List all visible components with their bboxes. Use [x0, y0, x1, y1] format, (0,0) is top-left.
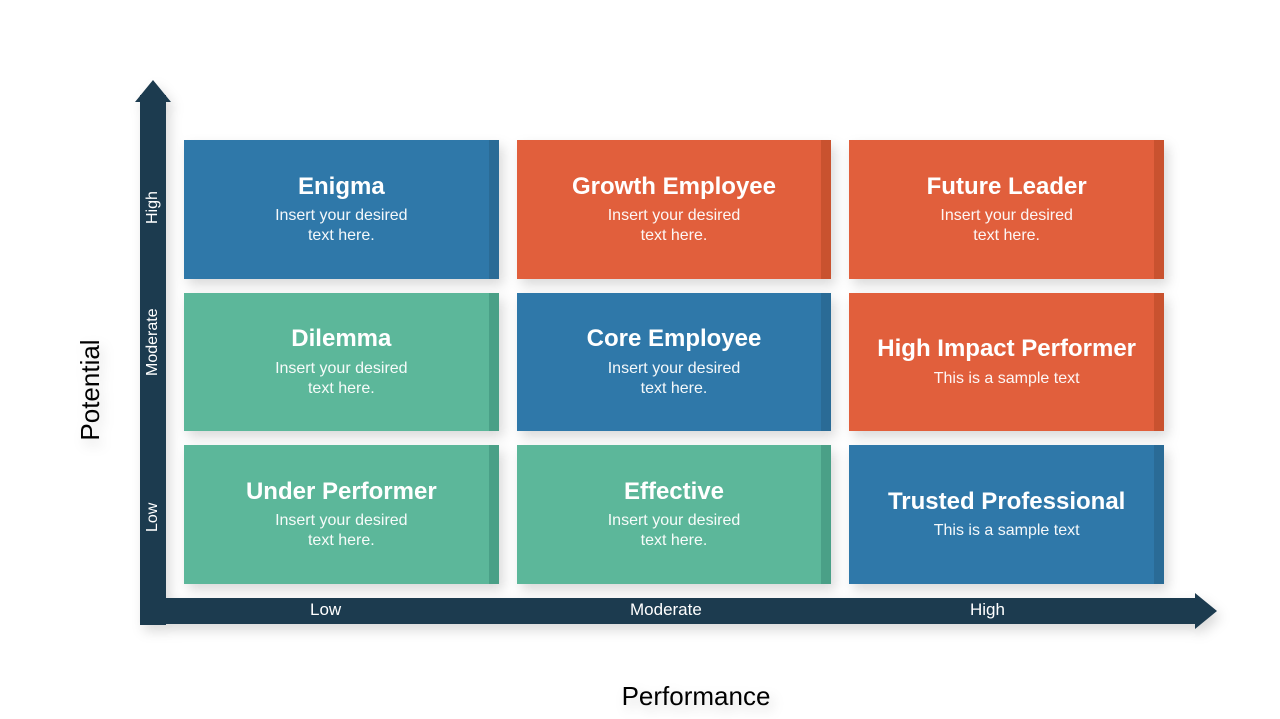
y-axis-label: Potential	[75, 339, 106, 440]
x-axis-arrow-icon	[1195, 593, 1217, 629]
cell-edge	[1154, 140, 1164, 279]
cell-title: Dilemma	[291, 325, 391, 353]
cell-title: Trusted Professional	[888, 488, 1125, 516]
cell-future-leader: Future Leader Insert your desired text h…	[849, 140, 1164, 279]
cell-edge	[489, 293, 499, 432]
cell-subtext: This is a sample text	[934, 369, 1080, 389]
nine-box-matrix: Potential Performance High Moderate Low …	[80, 110, 1200, 670]
cell-dilemma: Dilemma Insert your desired text here.	[184, 293, 499, 432]
y-tick-low: Low	[144, 506, 162, 532]
x-tick-high: High	[970, 600, 1005, 620]
cell-title: Future Leader	[927, 173, 1087, 201]
cell-core-employee: Core Employee Insert your desired text h…	[517, 293, 832, 432]
cell-enigma: Enigma Insert your desired text here.	[184, 140, 499, 279]
cell-title: Core Employee	[587, 325, 762, 353]
cell-title: Effective	[624, 478, 724, 506]
cell-trusted-professional: Trusted Professional This is a sample te…	[849, 445, 1164, 584]
cell-title: Enigma	[298, 173, 385, 201]
cell-subtext: Insert your desired text here.	[275, 359, 408, 399]
x-tick-moderate: Moderate	[630, 600, 702, 620]
x-tick-low: Low	[310, 600, 341, 620]
cell-subtext: Insert your desired text here.	[940, 206, 1073, 246]
cell-edge	[489, 445, 499, 584]
x-axis-label: Performance	[622, 681, 771, 712]
cell-edge	[821, 445, 831, 584]
cell-growth-employee: Growth Employee Insert your desired text…	[517, 140, 832, 279]
cell-subtext: Insert your desired text here.	[275, 206, 408, 246]
cell-subtext: Insert your desired text here.	[608, 359, 741, 399]
cell-under-performer: Under Performer Insert your desired text…	[184, 445, 499, 584]
cell-edge	[489, 140, 499, 279]
cell-high-impact-performer: High Impact Performer This is a sample t…	[849, 293, 1164, 432]
cell-title: Under Performer	[246, 478, 437, 506]
matrix-grid: Enigma Insert your desired text here. Gr…	[184, 140, 1164, 584]
cell-subtext: Insert your desired text here.	[608, 206, 741, 246]
cell-subtext: Insert your desired text here.	[608, 511, 741, 551]
cell-title: High Impact Performer	[877, 335, 1136, 363]
cell-effective: Effective Insert your desired text here.	[517, 445, 832, 584]
y-axis-arrow-icon	[135, 80, 171, 102]
y-tick-moderate: Moderate	[144, 350, 162, 376]
y-tick-high: High	[144, 198, 162, 224]
cell-edge	[821, 140, 831, 279]
cell-subtext: Insert your desired text here.	[275, 511, 408, 551]
cell-edge	[1154, 445, 1164, 584]
cell-edge	[821, 293, 831, 432]
cell-edge	[1154, 293, 1164, 432]
cell-subtext: This is a sample text	[934, 521, 1080, 541]
cell-title: Growth Employee	[572, 173, 776, 201]
